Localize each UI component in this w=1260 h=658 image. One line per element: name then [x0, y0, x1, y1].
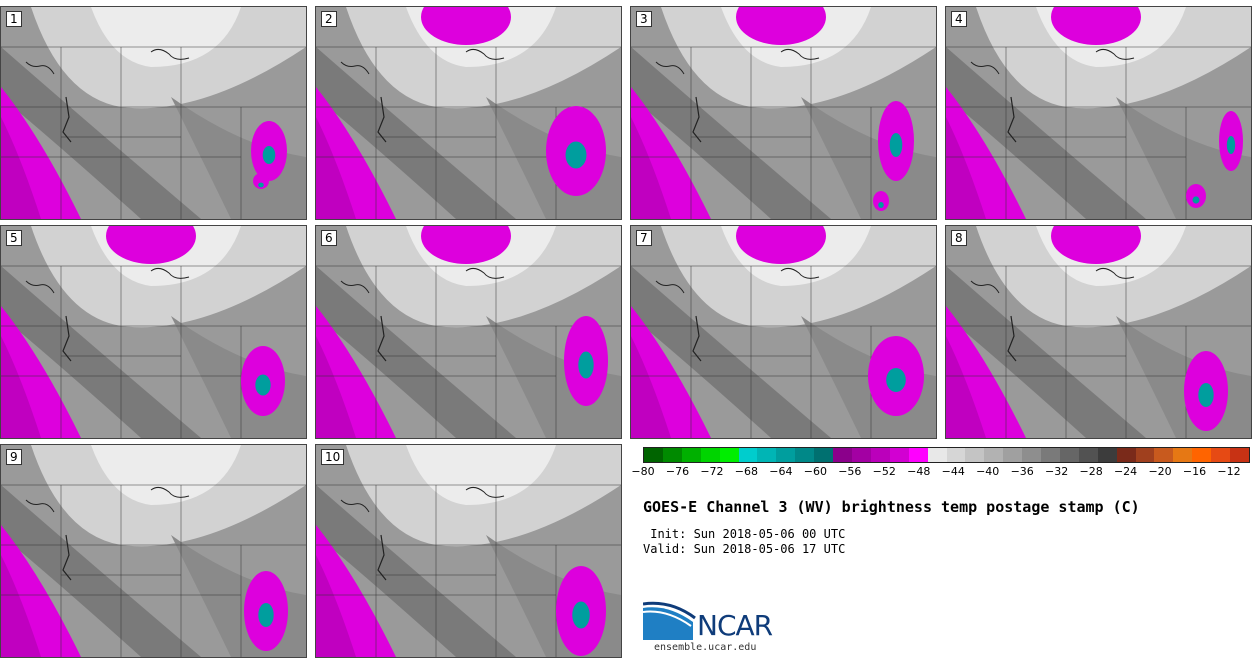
colorbar-swatch	[1211, 448, 1231, 462]
colorbar-swatch	[946, 448, 966, 462]
init-time: Init: Sun 2018-05-06 00 UTC	[643, 527, 846, 541]
colorbar-tick-label: −32	[1045, 465, 1069, 478]
stamp-panel-label: 4	[951, 11, 967, 27]
colorbar-swatch	[681, 448, 701, 462]
stamp-panel: 9	[0, 444, 307, 658]
colorbar-swatch	[851, 448, 871, 462]
colorbar-swatch	[927, 448, 947, 462]
wv-map	[1, 226, 306, 438]
wv-map	[316, 445, 621, 657]
wv-map	[631, 7, 936, 219]
wv-map	[631, 226, 936, 438]
stamp-panel: 10	[315, 444, 622, 658]
stamp-panel: 1	[0, 6, 307, 220]
stamp-panel-label: 6	[321, 230, 337, 246]
colorbar-swatch	[1059, 448, 1079, 462]
colorbar-swatch	[1192, 448, 1212, 462]
colorbar-swatch	[833, 448, 852, 462]
colorbar-swatch	[1003, 448, 1023, 462]
colorbar-swatch	[757, 448, 777, 462]
valid-time: Valid: Sun 2018-05-06 17 UTC	[643, 542, 846, 556]
colorbar	[643, 447, 1250, 463]
colorbar-tick-label: −52	[872, 465, 896, 478]
stamp-panel: 4	[945, 6, 1252, 220]
colorbar-swatch	[1173, 448, 1193, 462]
stamp-panel-label: 5	[6, 230, 22, 246]
stamp-panel: 7	[630, 225, 937, 439]
colorbar-swatch	[889, 448, 909, 462]
colorbar-tick-label: −68	[734, 465, 759, 478]
stamp-panel: 3	[630, 6, 937, 220]
colorbar-swatch	[814, 448, 834, 462]
colorbar-tick-label: −16	[1182, 465, 1207, 478]
plot-title: GOES-E Channel 3 (WV) brightness temp po…	[643, 498, 1140, 516]
colorbar-tick-label: −12	[1217, 465, 1241, 478]
stamp-panel: 2	[315, 6, 622, 220]
stamp-panel-label: 2	[321, 11, 337, 27]
colorbar-swatch	[738, 448, 758, 462]
stamp-panel: 8	[945, 225, 1252, 439]
colorbar-swatch	[795, 448, 815, 462]
colorbar-tick-label: −24	[1113, 465, 1138, 478]
colorbar-tick-label: −60	[803, 465, 827, 478]
colorbar-swatch	[1078, 448, 1098, 462]
colorbar-tick-label: −48	[907, 465, 931, 478]
colorbar-tick-label: −80	[631, 465, 655, 478]
colorbar-tick-label: −76	[665, 465, 690, 478]
stamp-panel-label: 3	[636, 11, 652, 27]
colorbar-swatch	[776, 448, 796, 462]
colorbar-tick-label: −36	[1010, 465, 1034, 478]
colorbar-swatch	[644, 448, 663, 462]
colorbar-swatch	[1116, 448, 1136, 462]
ncar-logo-icon	[643, 601, 696, 640]
wv-map	[316, 7, 621, 219]
logo-url: ensemble.ucar.edu	[654, 642, 757, 653]
stamp-panel-label: 10	[321, 449, 345, 465]
colorbar-swatch	[700, 448, 720, 462]
colorbar-swatch	[1022, 448, 1042, 462]
wv-map	[946, 226, 1251, 438]
colorbar-tick-label: −40	[976, 465, 1000, 478]
wv-map	[1, 445, 306, 657]
colorbar-ticks: −80 −76 −72 −68 −64 −60 −56 −52 −48 −44 −40 −36 −32−…	[631, 465, 1250, 479]
colorbar-swatch	[984, 448, 1004, 462]
colorbar-tick-label: −44	[941, 465, 965, 478]
colorbar-swatch	[870, 448, 890, 462]
colorbar-swatch	[719, 448, 739, 462]
wv-map	[946, 7, 1251, 219]
stamp-panel-label: 9	[6, 449, 22, 465]
colorbar-tick-label: −20	[1148, 465, 1172, 478]
wv-map	[1, 7, 306, 219]
logo-text: NCAR	[697, 609, 773, 642]
colorbar-swatch	[965, 448, 985, 462]
colorbar-swatch	[1230, 448, 1249, 462]
stamp-panel: 5	[0, 225, 307, 439]
colorbar-swatch	[1097, 448, 1117, 462]
colorbar-swatch	[1135, 448, 1155, 462]
stamp-panel-label: 1	[6, 11, 22, 27]
colorbar-swatch	[1154, 448, 1174, 462]
colorbar-tick-label: −56	[838, 465, 862, 478]
colorbar-swatch	[908, 448, 928, 462]
colorbar-tick-label: −28	[1079, 465, 1103, 478]
colorbar-swatch	[662, 448, 682, 462]
stamp-panel-label: 7	[636, 230, 652, 246]
colorbar-tick-label: −64	[769, 465, 793, 478]
stamp-panel-label: 8	[951, 230, 967, 246]
colorbar-tick-label: −72	[700, 465, 724, 478]
wv-map	[316, 226, 621, 438]
colorbar-swatch	[1041, 448, 1060, 462]
stamp-panel: 6	[315, 225, 622, 439]
